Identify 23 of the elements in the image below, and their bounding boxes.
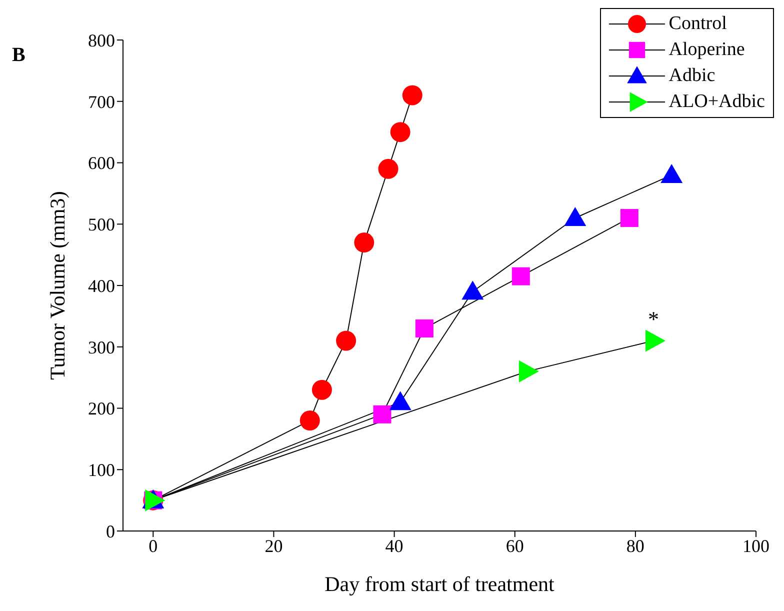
text: B (12, 44, 26, 67)
y-tick-label: 500 (88, 214, 115, 235)
x-tick-label: 80 (626, 536, 644, 556)
x-tick-label: 60 (506, 536, 524, 556)
legend-label: Aloperine (668, 39, 745, 61)
y-tick-label: 300 (88, 337, 115, 358)
y-tick-label: 100 (88, 460, 115, 480)
y-axis-title: Tumor Volume (mm3) (45, 191, 70, 380)
x-tick-label: 100 (742, 536, 770, 556)
legend-label: ALO+Adbic (668, 91, 765, 113)
annotation: * (648, 306, 660, 332)
y-tick-label: 600 (88, 153, 115, 174)
y-tick-label: 400 (88, 276, 115, 296)
legend-label: Control (668, 13, 727, 35)
y-tick-label: 0 (106, 521, 115, 542)
x-tick-label: 0 (148, 536, 158, 556)
y-tick-label: 700 (88, 92, 115, 112)
y-tick-label: 200 (88, 398, 115, 419)
x-tick-label: 20 (264, 536, 283, 556)
x-axis-title: Day from start of treatment (324, 572, 555, 596)
x-tick-label: 40 (385, 536, 404, 556)
y-tick-label: 800 (88, 30, 115, 50)
legend-label: Adbic (668, 65, 716, 87)
